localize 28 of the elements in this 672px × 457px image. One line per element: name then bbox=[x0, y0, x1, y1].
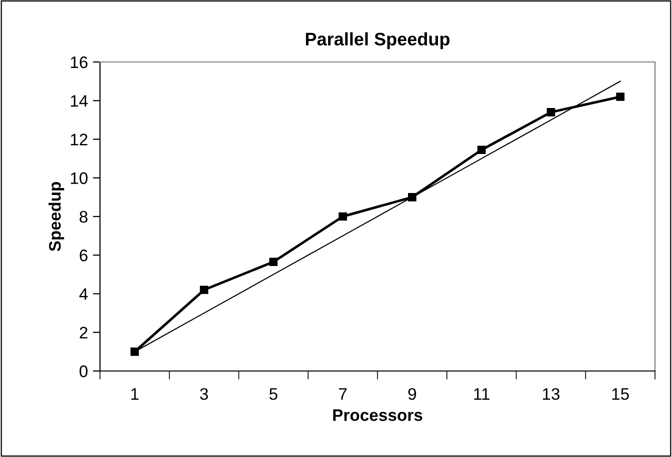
y-tick-label: 16 bbox=[70, 56, 88, 68]
x-tick-label: 15 bbox=[612, 388, 629, 400]
x-tick-label: 3 bbox=[200, 388, 208, 400]
x-tick-label: 1 bbox=[131, 388, 139, 400]
x-tick-label: 11 bbox=[474, 388, 490, 400]
point bbox=[616, 92, 624, 101]
y-tick-label: 0 bbox=[80, 365, 88, 378]
point bbox=[408, 193, 416, 202]
y-tick-label: 2 bbox=[80, 326, 88, 338]
point bbox=[269, 258, 278, 266]
x-tick-label: 9 bbox=[408, 388, 416, 400]
point bbox=[200, 286, 208, 294]
y-axis-title: Speedup bbox=[48, 182, 64, 252]
y-tick-label: 14 bbox=[70, 95, 88, 107]
y-tick-label: 12 bbox=[70, 134, 88, 146]
y-tick-label: 6 bbox=[80, 250, 88, 262]
y-tick-label: 4 bbox=[79, 288, 88, 300]
point bbox=[477, 146, 486, 154]
point bbox=[130, 348, 139, 356]
x-axis-title: Processors bbox=[333, 409, 422, 421]
y-tick-label: 10 bbox=[70, 172, 88, 184]
x-tick-label: 13 bbox=[542, 388, 560, 400]
chart-title: Parallel Speedup bbox=[306, 32, 450, 50]
point bbox=[338, 212, 347, 221]
y-tick-label: 8 bbox=[80, 210, 88, 223]
point bbox=[546, 108, 556, 116]
x-tick-label: 5 bbox=[269, 388, 278, 400]
x-tick-label: 7 bbox=[339, 388, 347, 400]
